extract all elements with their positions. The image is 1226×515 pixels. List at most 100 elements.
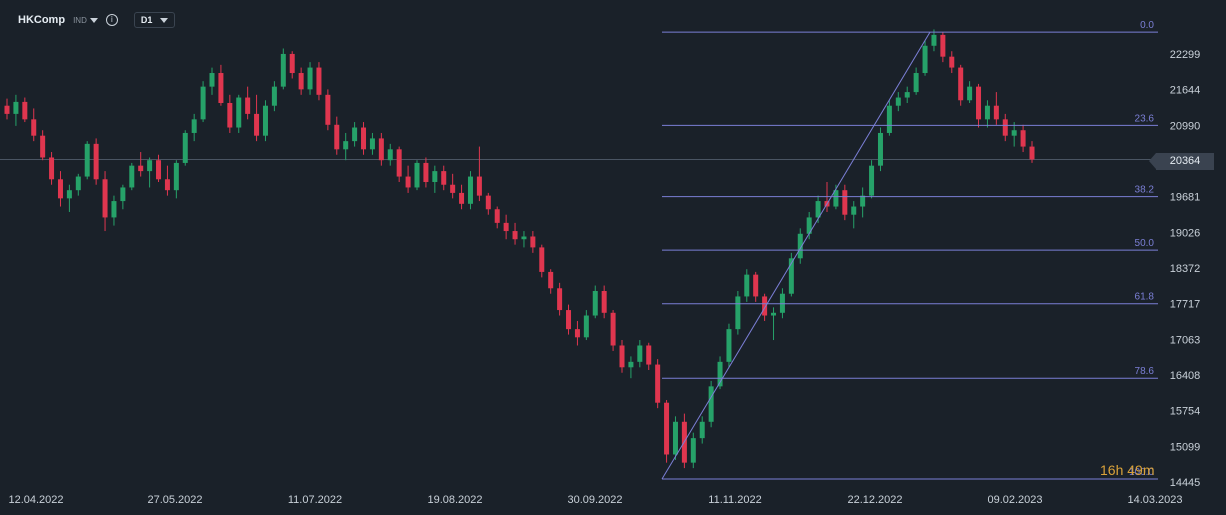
candle-body — [931, 34, 937, 46]
info-icon[interactable]: i — [105, 14, 118, 26]
candle-body — [111, 201, 117, 218]
candle-body — [369, 138, 375, 150]
candle-body — [75, 176, 81, 191]
candle-body — [566, 310, 572, 330]
current-price-tag: 20364 — [1149, 153, 1214, 170]
candle-body — [717, 361, 723, 387]
timeframe-dropdown[interactable]: D1 — [133, 12, 176, 28]
fib-level-label: 61.8 — [1135, 292, 1155, 303]
y-axis-tick-label: 19026 — [1170, 227, 1201, 239]
chevron-down-icon — [89, 17, 98, 23]
candle-body — [361, 127, 367, 150]
candle-body — [334, 124, 340, 150]
candle-body — [432, 171, 438, 183]
candle-body — [254, 113, 260, 136]
candle-body — [708, 386, 714, 422]
y-axis-tick-label: 15754 — [1170, 406, 1201, 418]
candle-body — [209, 73, 215, 87]
candle-body — [40, 135, 46, 158]
fib-level-label: 38.2 — [1135, 185, 1155, 196]
candle-body — [815, 201, 821, 218]
candle-body — [699, 421, 705, 439]
x-axis-tick-label: 12.04.2022 — [8, 494, 63, 506]
fib-trend-line — [661, 31, 931, 480]
candle-body — [182, 132, 188, 163]
candle-body — [744, 274, 750, 297]
y-axis-tick-label: 14445 — [1170, 477, 1201, 489]
candle-body — [147, 160, 153, 172]
symbol-label: HKComp — [18, 14, 66, 26]
candle-body — [343, 141, 349, 150]
candle-body — [913, 73, 919, 93]
candle-body — [271, 86, 277, 106]
candle-body — [31, 119, 37, 136]
y-axis-tick-label: 19681 — [1170, 192, 1201, 204]
candle-body — [735, 296, 741, 330]
candle-body — [869, 165, 875, 196]
candle-body — [49, 157, 55, 180]
candle-body — [976, 86, 982, 120]
candle-body — [672, 421, 678, 455]
candle-body — [940, 34, 946, 57]
x-axis-tick-label: 19.08.2022 — [427, 494, 482, 506]
fib-level-label: 100.0 — [1129, 467, 1154, 478]
candle-body — [984, 105, 990, 120]
candle-body — [450, 184, 456, 193]
candle-body — [512, 231, 518, 240]
candle-body — [467, 176, 473, 204]
candle-body — [476, 176, 482, 196]
candle-body — [218, 73, 224, 103]
candle-body — [93, 143, 99, 180]
candle-body — [156, 160, 162, 180]
candle-body — [102, 179, 108, 218]
candle-body — [753, 274, 759, 297]
candle-body — [521, 236, 527, 240]
candle-body — [164, 179, 170, 191]
candle-body — [592, 290, 598, 316]
exchange-dropdown[interactable]: IND — [73, 16, 98, 25]
chart-header: HKComp IND i D1 — [0, 0, 176, 40]
chevron-down-icon — [160, 17, 169, 23]
candle-body — [610, 312, 616, 346]
candle-body — [200, 86, 206, 120]
candle-body — [280, 53, 286, 87]
bar-countdown-timer: 16h 49m — [1100, 462, 1155, 478]
candle-body — [129, 165, 135, 188]
candle-body — [57, 179, 63, 199]
y-axis-tick-label: 18372 — [1170, 263, 1201, 275]
candle-body — [173, 162, 179, 191]
candle-body — [485, 195, 491, 210]
candle-body — [1029, 146, 1035, 160]
fib-level-label: 78.6 — [1135, 366, 1155, 377]
candle-body — [655, 364, 661, 403]
candle-body — [877, 132, 883, 166]
candle-body — [120, 187, 126, 202]
candle-body — [494, 209, 500, 223]
exchange-label: IND — [73, 15, 87, 25]
y-axis-tick-label: 15099 — [1170, 441, 1201, 453]
candle-body — [316, 67, 322, 95]
candle-body — [441, 171, 447, 185]
candle-body — [646, 345, 652, 365]
candle-body — [922, 45, 928, 74]
candle-body — [414, 162, 420, 188]
candle-body — [619, 345, 625, 368]
candle-body — [967, 86, 973, 101]
candle-body — [574, 329, 580, 338]
fib-level-label: 0.0 — [1140, 20, 1154, 31]
candle-body — [628, 361, 634, 368]
candle-body — [601, 290, 607, 313]
candle-body — [886, 105, 892, 133]
candle-body — [726, 329, 732, 362]
x-axis-tick-label: 11.11.2022 — [708, 494, 761, 506]
y-axis-tick-label: 22299 — [1170, 49, 1201, 61]
x-axis-tick-label: 22.12.2022 — [847, 494, 902, 506]
y-axis-tick-label: 20990 — [1170, 120, 1201, 132]
candle-body — [352, 127, 358, 142]
y-axis-tick-label: 21644 — [1170, 85, 1201, 97]
candle-body — [664, 402, 670, 455]
candle-body — [762, 296, 768, 316]
candle-body — [1020, 130, 1026, 147]
candle-body — [788, 258, 794, 294]
